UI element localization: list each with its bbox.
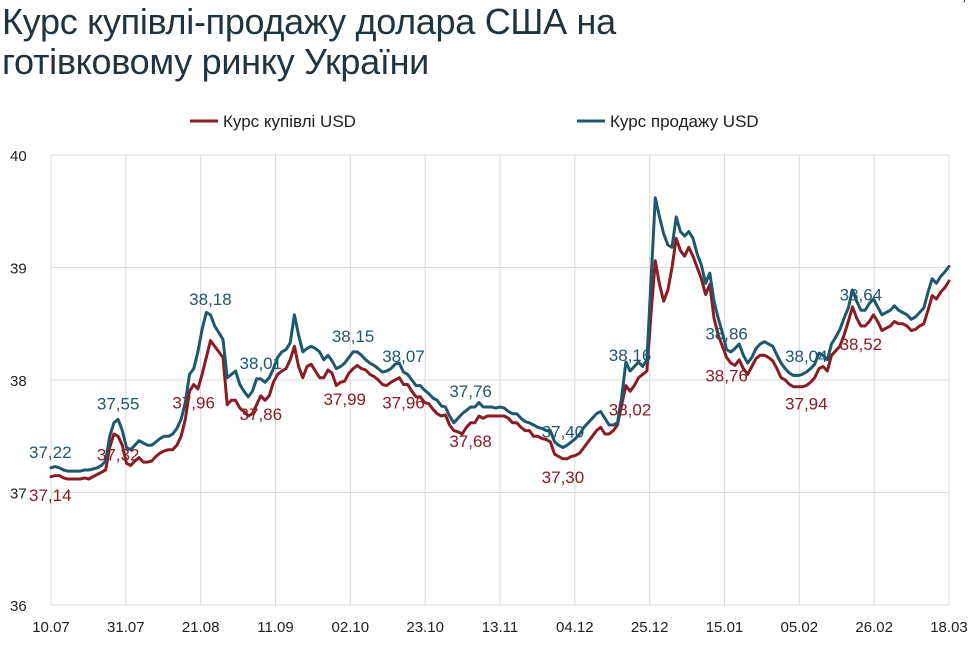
data-label-buy: 38,76 [705, 367, 748, 386]
x-tick-label: 26.02 [855, 619, 893, 636]
x-tick-label: 13.11 [482, 619, 518, 636]
legend-label-sell: Курс продажу USD [610, 112, 759, 131]
data-label-buy: 38,02 [609, 400, 652, 419]
data-label-sell: 37,76 [449, 382, 492, 401]
data-label-buy: 37,32 [97, 445, 140, 464]
data-label-buy: 37,99 [323, 390, 366, 409]
data-label-buy: 37,96 [172, 394, 215, 413]
y-tick-label: 36 [10, 598, 27, 615]
series-line-sell [49, 196, 951, 473]
data-label-sell: 37,55 [97, 394, 140, 413]
chart-title-line-1: Курс купівлі-продажу долара США на [2, 1, 616, 42]
legend-label-buy: Курс купівлі USD [223, 112, 356, 131]
data-label-buy: 37,14 [29, 486, 72, 505]
series-lines [49, 196, 951, 481]
data-label-sell: 38,04 [785, 347, 828, 366]
y-axis: 36 37 38 39 40 [10, 148, 27, 615]
x-tick-label: 23.10 [406, 619, 444, 636]
x-tick-label: 31.07 [107, 619, 145, 636]
y-tick-label: 38 [10, 373, 27, 390]
chart-title-line-2: готівковому ринку України [2, 41, 429, 82]
data-label-buy: 37,96 [382, 394, 425, 413]
data-label-sell: 38,15 [332, 327, 375, 346]
y-tick-label: 39 [10, 261, 27, 278]
x-tick-label: 18.03 [930, 619, 968, 636]
data-label-buy: 37,86 [240, 405, 283, 424]
data-label-buy: 38,88 [943, 0, 980, 4]
data-label-sell: 38,64 [840, 285, 883, 304]
x-tick-label: 05.02 [781, 619, 819, 636]
data-label-sell: 38,18 [189, 290, 232, 309]
x-tick-label: 04.12 [556, 619, 594, 636]
x-tick-label: 15.01 [706, 619, 744, 636]
data-label-sell: 38,16 [609, 346, 652, 365]
legend: Курс купівлі USD Курс продажу USD [190, 112, 759, 131]
x-tick-label: 21.08 [182, 619, 220, 636]
data-label-sell: 39,01 [943, 0, 980, 4]
series-line-buy [49, 236, 951, 481]
x-tick-label: 02.10 [332, 619, 370, 636]
x-tick-label: 25.12 [631, 619, 669, 636]
x-tick-label: 10.07 [32, 619, 70, 636]
data-label-buy: 37,68 [449, 432, 492, 451]
y-tick-label: 37 [10, 486, 27, 503]
data-labels: 37,22 37,14 37,55 37,32 38,18 37,96 38,01 37,86… [29, 0, 980, 505]
data-label-sell: 38,01 [240, 354, 283, 373]
chart-title: Курс купівлі-продажу долара США на готів… [2, 2, 616, 82]
data-label-buy: 38,52 [840, 335, 883, 354]
y-tick-label: 40 [10, 148, 27, 165]
data-label-sell: 38,86 [705, 325, 748, 344]
data-label-buy: 37,30 [542, 468, 585, 487]
x-axis: 10.07 31.07 21.08 11.09 02.10 23.10 13.11 04.12… [32, 619, 968, 636]
data-label-sell: 38,07 [382, 347, 425, 366]
data-label-sell: 37,40 [542, 423, 585, 442]
x-tick-label: 11.09 [257, 619, 293, 636]
data-label-sell: 37,22 [29, 443, 72, 462]
data-label-buy: 37,94 [785, 395, 828, 414]
